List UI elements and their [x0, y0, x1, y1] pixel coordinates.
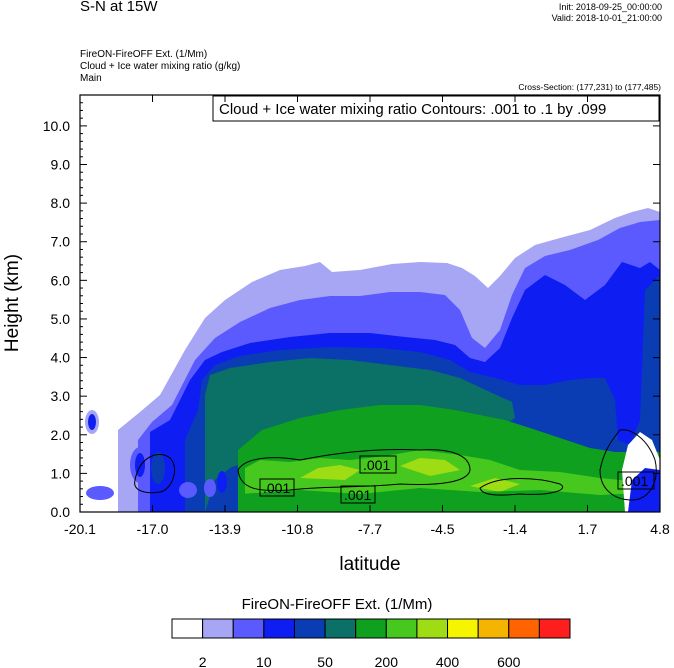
y-tick-label: 8.0	[51, 195, 71, 211]
shaded-field	[85, 208, 660, 512]
x-tick-label: -20.1	[64, 521, 96, 537]
colorbar-label: 600	[497, 654, 521, 668]
x-tick-label: -4.5	[430, 521, 454, 537]
contour-label-3: .001	[363, 457, 390, 473]
colorbar-swatch	[447, 618, 479, 639]
y-axis: 0.0 1.0 2.0 3.0 4.0 5.0 6.0 7.0 8.0 9.0 10.0	[43, 94, 660, 520]
y-tick-label: 10.0	[43, 118, 70, 134]
contour-label-box-3	[359, 455, 397, 474]
colorbar-swatch	[202, 618, 234, 639]
x-axis: -20.1 -17.0 -13.9 -10.8 -7.7 -4.5 -1.4 1.7 4.8	[64, 95, 670, 537]
init-time: Init: 2018-09-25_00:00:00	[558, 2, 662, 12]
contour-loop-right	[599, 429, 657, 501]
x-tick-label: -13.9	[209, 521, 241, 537]
colorbar-swatch	[538, 618, 571, 639]
y-tick-label: 6.0	[51, 272, 71, 288]
colorbar-swatch	[385, 618, 418, 639]
y-axis-label: Height (km)	[2, 254, 23, 352]
extinction-region-level-8	[300, 458, 520, 492]
contour-label-box-1	[259, 478, 295, 497]
blob-left-low	[86, 486, 114, 500]
contour-label-4: .001	[621, 473, 648, 489]
blob-left-mid-4	[204, 479, 216, 497]
blob-left-high-core	[88, 414, 96, 430]
blob-left-mid-2	[151, 452, 165, 484]
y-tick-label: 5.0	[51, 311, 71, 327]
blob-left-mid-3	[179, 482, 197, 498]
contour-lines	[134, 429, 657, 501]
field-title-cloud-ice: Cloud + Ice water mixing ratio (g/kg)	[80, 61, 241, 72]
valid-time: Valid: 2018-10-01_21:00:00	[551, 13, 662, 23]
x-tick-label: 1.7	[578, 521, 598, 537]
contour-label-1: .001	[263, 480, 290, 496]
colorbar-swatch	[477, 618, 510, 639]
extinction-surface-band	[240, 488, 660, 512]
x-tick-label: 4.8	[650, 521, 670, 537]
x-tick-label: -7.7	[358, 521, 382, 537]
colorbar-label: 10	[256, 654, 272, 668]
colorbar: 2 10 50 200 400 600	[171, 618, 571, 668]
colorbar-swatch	[263, 618, 295, 639]
contour-info-text: Cloud + Ice water mixing ratio Contours:…	[219, 101, 606, 118]
colorbar-swatch	[171, 618, 204, 639]
y-tick-label: 2.0	[51, 427, 71, 443]
domain-label: Main	[80, 73, 102, 84]
colorbar-label: 400	[436, 654, 460, 668]
colorbar-swatch	[508, 618, 540, 639]
y-tick-label: 7.0	[51, 234, 71, 250]
x-tick-label: -10.8	[282, 521, 314, 537]
colorbar-swatch	[355, 618, 387, 639]
x-tick-label: -1.4	[503, 521, 527, 537]
y-tick-label: 9.0	[51, 157, 71, 173]
contour-label-box-2	[340, 485, 376, 504]
blob-left-mid-5	[217, 471, 227, 493]
y-tick-label: 3.0	[51, 388, 71, 404]
x-tick-label: -17.0	[137, 521, 169, 537]
contour-label-box-4	[617, 471, 655, 490]
colorbar-swatch	[293, 618, 326, 639]
y-tick-label: 4.0	[51, 350, 71, 366]
y-tick-label: 1.0	[51, 465, 71, 481]
colorbar-swatch	[324, 618, 357, 639]
colorbar-swatch	[416, 618, 449, 639]
cross-section-label: Cross-Section: (177,231) to (177,485)	[518, 82, 661, 92]
x-axis-label: latitude	[339, 554, 400, 575]
contour-loop-mid	[479, 478, 563, 496]
colorbar-label: 2	[199, 654, 207, 668]
extinction-right-surface	[628, 468, 660, 512]
colorbar-label: 50	[317, 654, 333, 668]
contour-info-box	[212, 95, 660, 122]
contour-loop-left	[134, 454, 175, 494]
colorbar-title: FireON-FireOFF Ext. (1/Mm)	[241, 596, 433, 613]
y-tick-label: 0.0	[51, 504, 71, 520]
colorbar-swatch	[232, 618, 265, 639]
contour-loop-main	[237, 448, 471, 492]
field-title-extinction: FireON-FireOFF Ext. (1/Mm)	[80, 49, 208, 60]
colorbar-label: 200	[375, 654, 399, 668]
contour-label-2: .001	[344, 487, 371, 503]
main-title: S-N at 15W	[80, 0, 158, 15]
contour-labels: .001 .001 .001 .001	[259, 455, 655, 504]
